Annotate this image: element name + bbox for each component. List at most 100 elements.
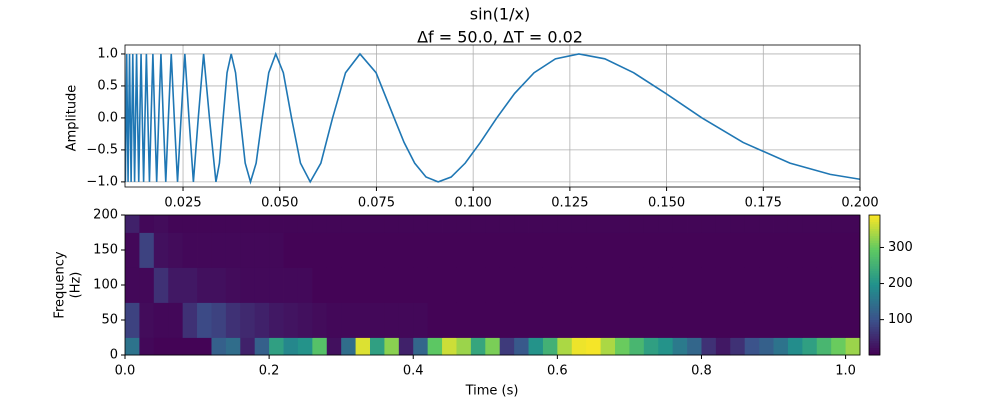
heatmap-cell — [153, 267, 169, 303]
colorbar-tick-label: 100 — [888, 312, 913, 327]
colorbar-segment — [869, 296, 880, 300]
colorbar-segment — [869, 254, 880, 258]
heatmap-cell — [759, 302, 774, 338]
heatmap-cell — [125, 232, 140, 268]
heatmap-cell — [456, 267, 472, 303]
heatmap-cell — [442, 232, 457, 268]
heatmap-cell — [139, 337, 155, 356]
heatmap-cell — [398, 267, 414, 303]
colorbar-segment — [869, 345, 880, 349]
colorbar-segment — [869, 303, 880, 307]
heatmap-cell — [456, 302, 472, 338]
heatmap-cell — [398, 215, 414, 233]
heatmap-cell — [557, 215, 573, 233]
heatmap-cell — [442, 337, 457, 356]
heatmap-cell — [269, 215, 284, 233]
heatmap-cell — [816, 267, 832, 303]
colorbar-segment — [869, 245, 880, 249]
heatmap-cell — [744, 337, 760, 356]
heatmap-cell — [528, 267, 544, 303]
colorbar-segment — [869, 275, 880, 279]
heatmap-cell — [182, 337, 198, 356]
heatmap-cell — [153, 232, 169, 268]
heatmap-cell — [845, 232, 861, 268]
colorbar-segment — [869, 338, 880, 342]
heatmap-cell — [312, 337, 328, 356]
heatmap-cell — [326, 215, 342, 233]
heatmap-cell — [600, 215, 616, 233]
x-axis-label: Time (s) — [465, 384, 519, 399]
heatmap-cell — [773, 267, 789, 303]
heatmap-cell — [759, 267, 774, 303]
heatmap-cell — [787, 267, 803, 303]
colorbar-segment — [869, 350, 880, 354]
heatmap-cell — [211, 267, 227, 303]
heatmap-cell — [283, 215, 299, 233]
heatmap-cell — [125, 267, 140, 303]
heatmap-cell — [225, 215, 241, 233]
heatmap-cell — [528, 302, 544, 338]
heatmap-cell — [283, 302, 299, 338]
heatmap-cell — [586, 215, 601, 233]
heatmap-cell — [254, 267, 270, 303]
heatmap-cell — [225, 232, 241, 268]
heatmap-cell — [672, 302, 688, 338]
heatmap-cell — [831, 267, 846, 303]
heatmap-cell — [514, 302, 529, 338]
colorbar-segment — [869, 278, 880, 281]
y-tick-label: 200 — [93, 208, 118, 223]
colorbar-segment — [869, 257, 880, 260]
colorbar-segment — [869, 282, 880, 286]
heatmap-cell — [672, 267, 688, 303]
heatmap-cell — [759, 232, 774, 268]
y-axis-label: Frequency — [53, 251, 68, 318]
colorbar-segment — [869, 341, 880, 344]
colorbar-segment — [869, 273, 880, 277]
colorbar-segment — [869, 247, 880, 251]
heatmap-cell — [153, 302, 169, 338]
heatmap-cell — [701, 267, 717, 303]
heatmap-cell — [168, 302, 184, 338]
heatmap-cell — [701, 232, 717, 268]
colorbar-segment — [869, 271, 880, 274]
heatmap-cell — [787, 215, 803, 233]
colorbar-segment — [869, 236, 880, 239]
heatmap-cell — [125, 302, 140, 338]
x-tick-label: 0.125 — [551, 196, 588, 211]
heatmap-cell — [773, 302, 789, 338]
heatmap-cell — [571, 302, 587, 338]
heatmap-cell — [542, 302, 558, 338]
colorbar-segment — [869, 243, 880, 246]
heatmap-cell — [211, 302, 227, 338]
heatmap-cell — [787, 232, 803, 268]
colorbar-segment — [869, 229, 880, 232]
heatmap-cell — [197, 215, 212, 233]
heatmap-cell — [225, 302, 241, 338]
heatmap-cell — [341, 267, 356, 303]
heatmap-cell — [687, 337, 702, 356]
heatmap-cell — [542, 267, 558, 303]
heatmap-cell — [153, 337, 169, 356]
heatmap-cell — [326, 232, 342, 268]
colorbar-segment — [869, 224, 880, 228]
heatmap-cell — [744, 302, 760, 338]
x-tick-label: 0.050 — [261, 196, 298, 211]
heatmap-cell — [312, 302, 328, 338]
colorbar-segment — [869, 285, 880, 288]
heatmap-cell — [643, 232, 659, 268]
heatmap-cell — [168, 232, 184, 268]
heatmap-cell — [355, 267, 371, 303]
heatmap-cell — [139, 232, 155, 268]
heatmap-cell — [370, 302, 385, 338]
heatmap-cell — [254, 215, 270, 233]
heatmap-cell — [831, 302, 846, 338]
heatmap-cell — [297, 215, 313, 233]
heatmap-cell — [615, 337, 630, 356]
colorbar-segment — [869, 308, 880, 312]
heatmap-cell — [211, 337, 227, 356]
heatmap-cell — [802, 302, 818, 338]
heatmap-cell — [759, 215, 774, 233]
heatmap-cell — [802, 337, 818, 356]
colorbar-tick-label: 200 — [888, 276, 913, 291]
heatmap-cell — [442, 215, 457, 233]
